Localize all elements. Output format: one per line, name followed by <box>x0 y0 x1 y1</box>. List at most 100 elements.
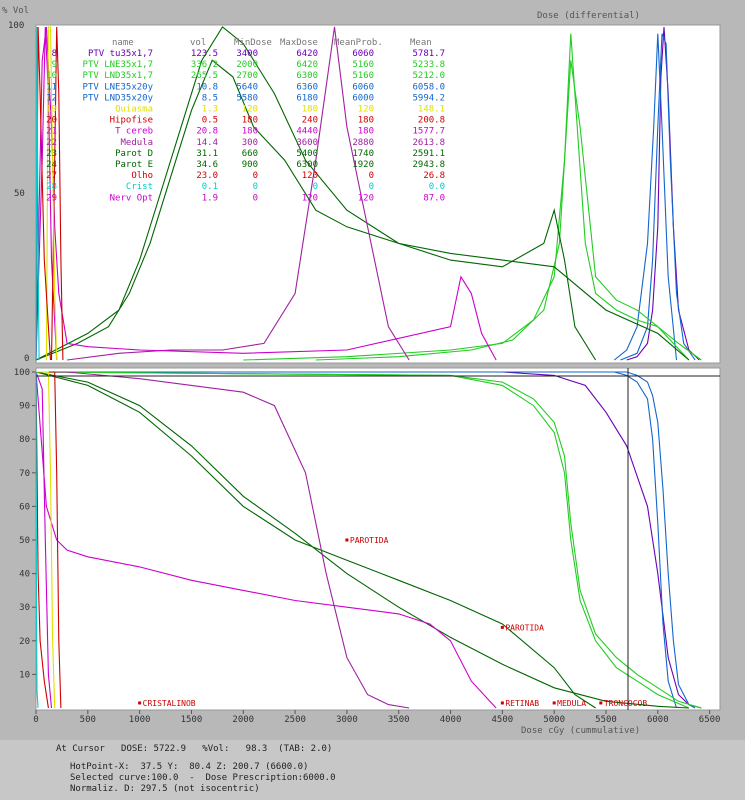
dvh-window: % Vol Dose (differential) 100 50 0 name … <box>0 0 745 740</box>
legend-cell-name: PTV LNE35x1,7 <box>83 60 153 70</box>
legend-cell-prob: 6000 <box>352 93 374 103</box>
legend-cell-max: 3600 <box>296 138 318 148</box>
annotation-label: RETINAB <box>505 699 539 708</box>
legend-header-maxdose: MaxDose <box>280 38 318 48</box>
cumulative-curve-5[interactable] <box>35 371 596 709</box>
normalization-readout: Normaliz. D: 297.5 (not isocentric) <box>70 784 260 794</box>
cumulative-curve-1[interactable] <box>36 371 696 709</box>
cumulative-curve-8[interactable] <box>35 371 497 709</box>
bottom-axis-ticks: 0 500 1000 1500 2000 2500 3000 3500 4000 4500 5000… <box>14 368 721 725</box>
legend-cell-vol: 23.0 <box>196 171 218 181</box>
cumulative-curve-7[interactable] <box>36 371 410 709</box>
legend-cell-name: Parot D <box>115 149 153 159</box>
y-tick-label: 30 <box>19 603 30 613</box>
legend-cell-name: PTV LND35x20y <box>83 93 154 103</box>
cumulative-curve-11[interactable] <box>36 371 56 709</box>
legend-cell-prob: 120 <box>358 105 374 115</box>
legend-cell-prob: 180 <box>358 127 374 137</box>
status-footer: At Cursor DOSE: 5722.9 %Vol: 98.3 (TAB: … <box>0 740 745 800</box>
annotation-marker <box>345 538 349 542</box>
legend-cell-max: 6360 <box>296 82 318 92</box>
legend-cell-id: 19 <box>46 105 57 115</box>
legend-cell-name: Parot E <box>115 160 153 170</box>
legend-cell-mean: 148.1 <box>418 105 445 115</box>
annotation-label: PAROTIDA <box>505 623 544 632</box>
legend-cell-mean: 1577.7 <box>412 127 445 137</box>
legend-cell-prob: 6060 <box>352 49 374 59</box>
legend-header-mindose: MinDose <box>234 38 272 48</box>
hotpoint-readout: HotPoint-X: 37.5 Y: 80.4 Z: 200.7 (6600.… <box>70 762 309 772</box>
legend-cell-prob: 0 <box>369 182 374 192</box>
differential-curve-5[interactable] <box>35 59 597 361</box>
legend-cell-max: 0 <box>313 182 318 192</box>
annotation-marker <box>138 701 142 705</box>
differential-curve-1[interactable] <box>620 33 696 361</box>
differential-curve-13[interactable] <box>35 26 40 361</box>
differential-plot-area[interactable] <box>35 24 721 364</box>
annotation-label: CRISTALINOB <box>143 699 196 708</box>
annotation-label: MEDULA <box>557 699 586 708</box>
legend-cell-name: Medula <box>120 138 153 148</box>
differential-curves <box>35 26 702 361</box>
legend-cell-max: 6300 <box>296 71 318 81</box>
legend-cell-mean: 5233.8 <box>412 60 445 70</box>
x-tick-label: 2500 <box>284 715 306 725</box>
y-tick-label: 50 <box>19 536 30 546</box>
y-tick-label: 40 <box>19 570 30 580</box>
legend-cell-id: 29 <box>46 193 57 203</box>
dvh-chart-canvas[interactable]: % Vol Dose (differential) 100 50 0 name … <box>0 0 745 740</box>
x-tick-label: 6000 <box>647 715 669 725</box>
legend-cell-mean: 0.0 <box>429 182 445 192</box>
differential-curve-8[interactable] <box>35 26 497 361</box>
legend-cell-min: 900 <box>242 160 258 170</box>
legend-cell-min: 3400 <box>236 49 258 59</box>
legend-cell-vol: 8.5 <box>202 93 218 103</box>
differential-curve-2[interactable] <box>613 33 678 361</box>
annotation-label: TRONCOCOB <box>604 699 648 708</box>
differential-curve-4[interactable] <box>315 60 690 361</box>
legend-cell-max: 6420 <box>296 60 318 70</box>
legend-header-meanprob: MeanProb. <box>334 38 383 48</box>
y-tick-label: 80 <box>19 435 30 445</box>
x-tick-label: 1500 <box>181 715 203 725</box>
legend-cell-id: 20 <box>46 116 57 126</box>
legend-cell-vol: 265.5 <box>191 71 218 81</box>
cumulative-curve-9[interactable] <box>35 371 53 709</box>
x-tick-label: 2000 <box>232 715 254 725</box>
legend-cell-id: 22 <box>46 138 57 148</box>
legend-cell-vol: 1.9 <box>202 193 218 203</box>
legend-cell-id: 24 <box>46 160 57 170</box>
top-y-tick-0: 0 <box>24 354 29 364</box>
legend-cell-min: 5640 <box>236 82 258 92</box>
legend-cell-prob: 1920 <box>352 160 374 170</box>
legend-cell-max: 6180 <box>296 93 318 103</box>
legend-cell-name: Olho <box>131 171 153 181</box>
legend-cell-vol: 10.8 <box>196 82 218 92</box>
legend-cell-name: PTV LNE35x20y <box>83 82 154 92</box>
top-y-tick-100: 100 <box>8 21 24 31</box>
cumulative-curve-13[interactable] <box>35 371 39 709</box>
legend-cell-vol: 34.6 <box>196 160 218 170</box>
differential-curve-3[interactable] <box>243 33 702 361</box>
cumulative-curve-3[interactable] <box>35 371 702 709</box>
x-tick-label: 6500 <box>699 715 721 725</box>
legend-cell-name: Crist <box>126 182 153 192</box>
cumulative-curve-4[interactable] <box>35 371 690 709</box>
differential-curve-6[interactable] <box>35 26 690 361</box>
legend-cell-min: 0 <box>253 193 258 203</box>
differential-curve-10[interactable] <box>50 26 64 361</box>
legend-cell-max: 120 <box>302 171 318 181</box>
cumulative-plot-area[interactable] <box>35 367 721 711</box>
legend-cell-vol: 1.3 <box>202 105 218 115</box>
legend-cell-min: 2000 <box>236 60 258 70</box>
annotation-marker <box>500 701 504 705</box>
legend-cell-mean: 2613.8 <box>412 138 445 148</box>
legend-cell-name: Hipofise <box>110 116 153 126</box>
cumulative-curve-6[interactable] <box>35 371 689 709</box>
curve-annotations: CRISTALINOB PAROTIDA PAROTIDA RETINAB MEDULA… <box>138 536 647 708</box>
legend-cell-vol: 0.1 <box>202 182 218 192</box>
legend-cell-vol: 0.5 <box>202 116 218 126</box>
cumulative-curve-12[interactable] <box>35 371 49 709</box>
differential-curve-11[interactable] <box>45 26 58 361</box>
cumulative-curve-2[interactable] <box>36 371 678 709</box>
